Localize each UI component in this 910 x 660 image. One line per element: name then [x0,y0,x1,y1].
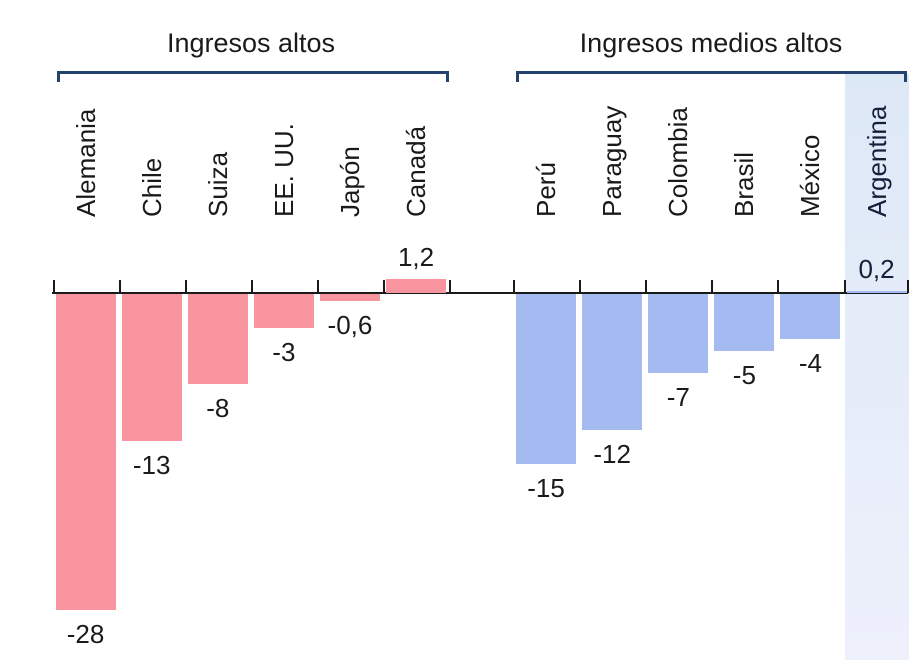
country-label-suiza: Suiza [202,151,233,217]
axis-tick [711,280,714,293]
country-label-mexico: México [795,134,826,217]
axis-tick [579,280,582,293]
value-label-peru: -15 [527,472,565,503]
axis-tick [906,280,909,293]
bar-paraguay [582,294,643,430]
value-label-suiza: -8 [206,393,230,424]
axis-tick [843,280,846,293]
country-label-peru: Perú [531,162,562,217]
axis-tick [118,280,121,293]
value-label-alemania: -28 [66,619,105,650]
argentina-highlight-column [845,74,909,660]
axis-tick [250,280,253,293]
value-label-japon: -0,6 [327,309,373,340]
value-label-colombia: -7 [666,382,690,413]
group2-bracket [516,71,907,82]
country-label-ee-uu: EE. UU. [268,123,299,217]
country-label-canada: Canadá [401,125,432,217]
group1-bracket [57,71,449,82]
axis-tick [184,280,187,293]
value-label-canada: 1,2 [397,242,435,273]
country-label-chile: Chile [136,157,167,217]
group1-title: Ingresos altos [166,28,336,58]
bar-canada [386,279,447,293]
bar-argentina [846,290,907,293]
value-label-brasil: -5 [732,359,756,390]
value-label-ee-uu: -3 [272,336,296,367]
bar-brasil [714,294,775,351]
baseline-axis [52,292,908,294]
country-label-argentina: Argentina [861,105,892,217]
value-label-mexico: -4 [798,348,822,379]
bar-chile [121,294,182,441]
axis-tick [383,280,385,293]
value-label-argentina: 0,2 [858,253,895,284]
country-label-colombia: Colombia [663,107,694,217]
bar-japon [319,294,380,301]
axis-tick [52,280,55,293]
axis-tick [513,280,515,293]
bar-colombia [648,294,709,374]
axis-tick [316,280,319,293]
bar-alemania [55,294,116,611]
country-label-alemania: Alemania [70,108,101,217]
value-label-paraguay: -12 [593,438,631,469]
country-label-japon: Japón [334,146,365,217]
value-label-chile: -13 [132,449,171,480]
bar-peru [516,294,577,464]
bar-suiza [187,294,248,385]
bar-mexico [780,294,841,340]
bar-ee-uu [253,294,314,328]
country-label-paraguay: Paraguay [597,105,628,217]
axis-tick [645,280,648,293]
group2-title: Ingresos medios altos [579,28,843,58]
axis-tick [777,280,780,293]
axis-tick [449,280,452,293]
country-label-brasil: Brasil [729,151,760,217]
